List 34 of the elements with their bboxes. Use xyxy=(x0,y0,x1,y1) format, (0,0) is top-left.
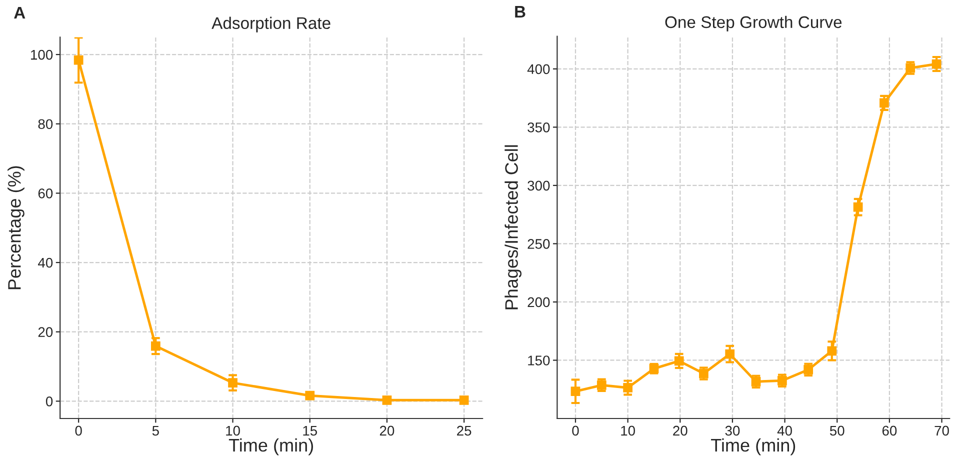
x-tick-label: 50 xyxy=(830,426,844,436)
chart-title: Adsorption Rate xyxy=(212,16,330,32)
y-tick-label: 80 xyxy=(38,119,53,130)
x-axis-title: Time (min) xyxy=(228,438,313,456)
y-tick-label: 20 xyxy=(38,327,53,338)
y-tick-label: 350 xyxy=(528,122,550,132)
y-tick-label: 60 xyxy=(38,188,53,198)
x-axis-title: Time (min) xyxy=(711,438,796,456)
y-tick-label: 400 xyxy=(527,64,550,74)
x-tick-label: 40 xyxy=(777,426,792,436)
y-tick-label: 100 xyxy=(31,50,53,60)
x-tick-label: 60 xyxy=(882,426,897,436)
x-tick-label: 5 xyxy=(152,426,159,436)
y-axis-title: Percentage (%) xyxy=(8,166,24,290)
x-tick-label: 30 xyxy=(725,426,740,436)
x-tick-label: 20 xyxy=(380,426,394,436)
y-axis-title: Phages/Infected Cell xyxy=(504,145,522,310)
y-tick-label: 250 xyxy=(528,239,550,249)
x-tick-label: 70 xyxy=(934,426,949,436)
y-tick-label: 300 xyxy=(528,180,550,191)
x-tick-label: 0 xyxy=(75,426,82,436)
text: A xyxy=(14,7,26,18)
x-tick-label: 0 xyxy=(572,426,579,436)
x-tick-label: 15 xyxy=(303,426,318,436)
x-tick-label: 25 xyxy=(457,426,472,436)
text: B xyxy=(515,6,526,18)
y-tick-label: 150 xyxy=(528,356,550,366)
chart-title: One Step Growth Curve xyxy=(665,16,842,32)
y-tick-label: 0 xyxy=(46,396,53,406)
y-tick-label: 200 xyxy=(528,297,550,308)
x-tick-label: 10 xyxy=(226,426,240,436)
y-tick-label: 40 xyxy=(38,258,53,268)
x-tick-label: 10 xyxy=(621,426,635,436)
x-tick-label: 20 xyxy=(673,426,688,436)
